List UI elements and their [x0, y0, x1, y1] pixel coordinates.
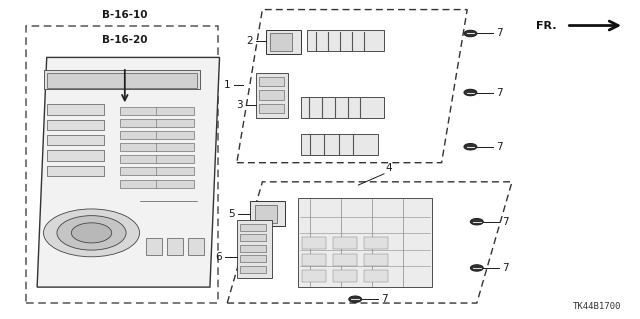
Bar	[44, 70, 200, 89]
Circle shape	[72, 223, 112, 243]
Text: 7: 7	[496, 28, 502, 39]
Bar	[307, 30, 384, 51]
Bar	[333, 237, 357, 249]
Bar	[47, 150, 104, 161]
Bar	[259, 90, 284, 100]
Bar	[364, 270, 388, 282]
Polygon shape	[37, 57, 220, 287]
Bar	[120, 155, 194, 163]
Bar	[120, 131, 194, 139]
Bar	[364, 254, 388, 266]
Text: B-16-10: B-16-10	[102, 10, 148, 19]
Text: 7: 7	[381, 294, 387, 304]
Bar	[302, 254, 326, 266]
Circle shape	[57, 216, 126, 250]
Bar	[240, 245, 266, 252]
Bar	[255, 205, 277, 223]
Bar	[188, 238, 204, 255]
Bar	[120, 119, 194, 127]
Text: 3: 3	[237, 100, 243, 110]
Bar	[240, 224, 266, 231]
Bar	[240, 255, 266, 262]
Bar	[259, 104, 284, 113]
Bar	[256, 73, 288, 118]
Bar	[47, 166, 104, 176]
Bar	[47, 135, 104, 145]
Bar	[146, 238, 162, 255]
Circle shape	[464, 89, 477, 96]
Bar	[120, 107, 194, 115]
Bar	[333, 254, 357, 266]
Bar	[120, 180, 194, 188]
Polygon shape	[237, 10, 467, 163]
Bar	[266, 30, 301, 54]
Bar	[250, 201, 285, 226]
Bar	[302, 270, 326, 282]
Bar	[240, 266, 266, 273]
Circle shape	[44, 209, 140, 257]
Text: 1: 1	[224, 79, 230, 90]
Bar	[333, 270, 357, 282]
Bar	[167, 238, 183, 255]
Circle shape	[470, 219, 483, 225]
Bar	[301, 97, 384, 118]
Bar	[237, 220, 272, 278]
Circle shape	[464, 30, 477, 37]
Bar	[302, 237, 326, 249]
Text: 5: 5	[228, 209, 235, 219]
Bar	[259, 77, 284, 86]
Text: B-16-20: B-16-20	[102, 35, 148, 45]
Bar	[47, 104, 104, 115]
Bar	[26, 26, 218, 303]
Text: 7: 7	[496, 87, 502, 98]
Bar	[301, 134, 378, 155]
Text: 2: 2	[246, 36, 253, 47]
Circle shape	[464, 144, 477, 150]
Text: 7: 7	[502, 217, 509, 227]
Bar	[364, 237, 388, 249]
Text: 6: 6	[216, 252, 222, 262]
Bar	[240, 234, 266, 241]
Bar	[120, 143, 194, 151]
Bar	[270, 33, 292, 51]
Bar	[47, 73, 197, 88]
Text: TK44B1700: TK44B1700	[572, 302, 621, 311]
Text: FR.: FR.	[536, 20, 557, 31]
Polygon shape	[227, 182, 512, 303]
Text: 4: 4	[386, 163, 392, 173]
Bar	[120, 167, 194, 175]
Bar	[47, 120, 104, 130]
Text: 7: 7	[496, 142, 502, 152]
Text: 7: 7	[502, 263, 509, 273]
Bar	[298, 198, 432, 287]
Circle shape	[349, 296, 362, 302]
Circle shape	[470, 265, 483, 271]
